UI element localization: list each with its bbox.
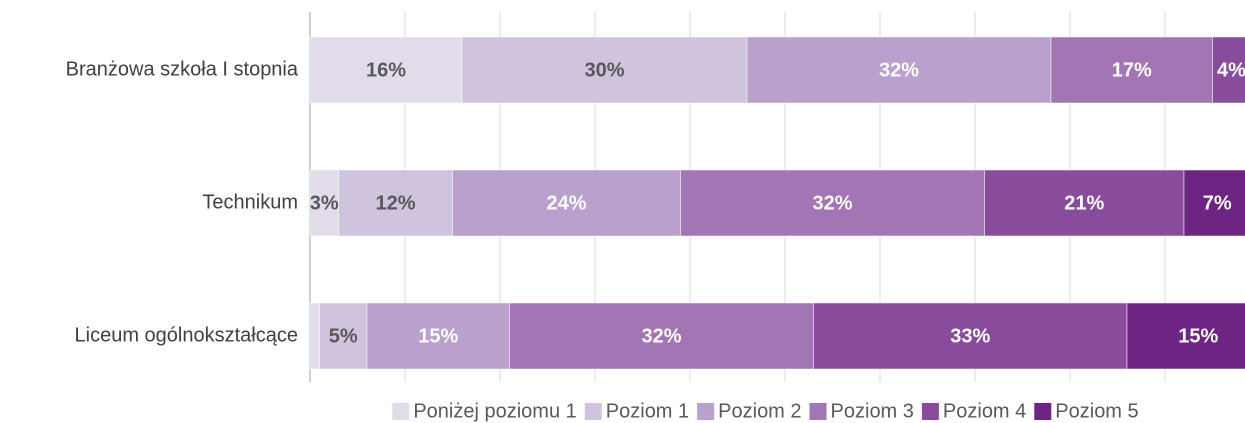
bar-segment bbox=[309, 36, 463, 104]
data-label: 32% bbox=[641, 325, 681, 347]
data-label: 33% bbox=[950, 325, 990, 347]
bar-segment bbox=[461, 36, 748, 104]
legend-label: Poziom 2 bbox=[718, 400, 801, 422]
legend-label: Poziom 1 bbox=[606, 400, 689, 422]
data-label: 3% bbox=[310, 192, 339, 214]
bar-segment bbox=[338, 169, 453, 237]
data-label: 24% bbox=[546, 192, 586, 214]
data-label: 30% bbox=[584, 59, 624, 81]
legend-swatch bbox=[584, 403, 602, 420]
data-label: 21% bbox=[1064, 192, 1104, 214]
legend-label: Poziom 5 bbox=[1055, 400, 1138, 422]
data-label: 12% bbox=[375, 192, 415, 214]
legend-swatch bbox=[809, 403, 827, 420]
data-label: 7% bbox=[1203, 192, 1232, 214]
data-label: 17% bbox=[1112, 59, 1152, 81]
bar-segment bbox=[366, 302, 510, 370]
legend-label: Poziom 3 bbox=[831, 400, 914, 422]
legend-swatch bbox=[921, 403, 939, 420]
bar-segment bbox=[509, 302, 814, 370]
bar-segment bbox=[1050, 36, 1213, 104]
bar-segment bbox=[1126, 302, 1245, 370]
bar-segment bbox=[1183, 169, 1245, 237]
bar-segment bbox=[452, 169, 681, 237]
bar-segment bbox=[984, 169, 1185, 237]
legend-swatch bbox=[697, 403, 715, 420]
data-label: 32% bbox=[812, 192, 852, 214]
legend-swatch bbox=[1034, 403, 1052, 420]
legend-swatch bbox=[392, 403, 410, 420]
legend-label: Poziom 4 bbox=[943, 400, 1026, 422]
data-label: 32% bbox=[879, 59, 919, 81]
bar-segment bbox=[813, 302, 1128, 370]
bar-segment bbox=[746, 36, 1052, 104]
bar-segment bbox=[309, 169, 339, 237]
y-tick-label: Technikum bbox=[202, 191, 298, 213]
bar-segment bbox=[309, 302, 320, 370]
legend-label: Poniżej poziomu 1 bbox=[413, 400, 576, 422]
bar-segment bbox=[680, 169, 985, 237]
data-label: 4% bbox=[1217, 59, 1245, 81]
bar-segment bbox=[319, 302, 368, 370]
bar-segment bbox=[1212, 36, 1245, 104]
data-label: 15% bbox=[418, 325, 458, 347]
data-label: 5% bbox=[329, 325, 358, 347]
data-label: 16% bbox=[366, 59, 406, 81]
y-tick-label: Liceum ogólnokształcące bbox=[75, 324, 298, 346]
y-tick-label: Branżowa szkoła I stopnia bbox=[66, 58, 299, 80]
data-label: 15% bbox=[1178, 325, 1218, 347]
